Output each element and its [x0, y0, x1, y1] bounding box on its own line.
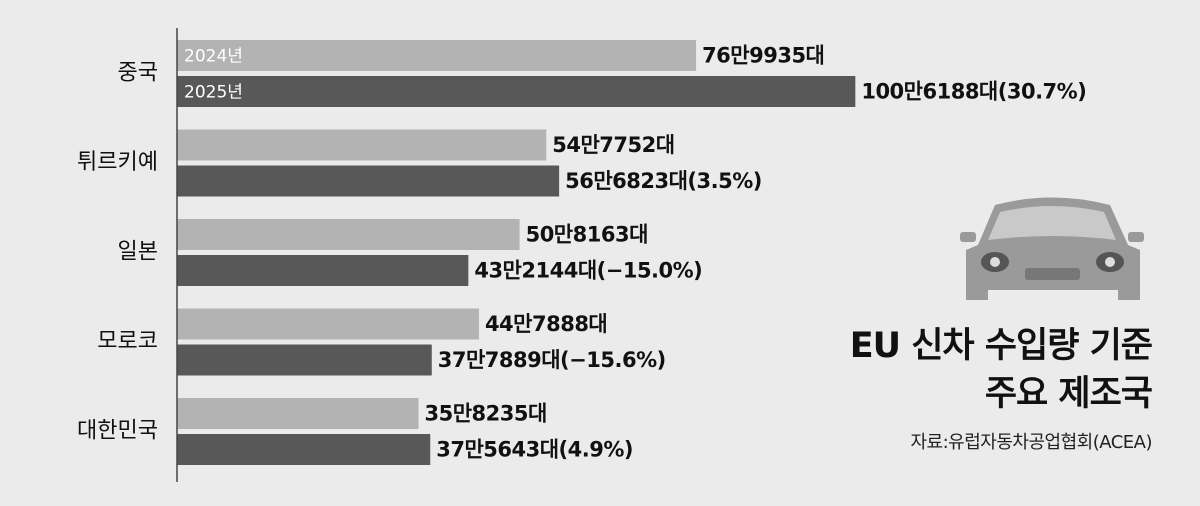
value-label: 37만7889대(−15.6%) [438, 348, 666, 372]
bar [177, 308, 479, 340]
legend-label: 2025년 [184, 83, 243, 103]
value-label: 100만6188대(30.7%) [861, 80, 1086, 104]
bar [177, 344, 432, 376]
category-label: 중국 [118, 61, 158, 86]
bar [177, 76, 856, 107]
value-label: 54만7752대 [552, 133, 674, 157]
legend-label: 2024년 [184, 47, 243, 67]
bar [177, 434, 431, 465]
category-label: 모로코 [97, 329, 158, 354]
bar [177, 40, 697, 71]
value-label: 43만2144대(−15.0%) [474, 259, 702, 283]
value-label: 35만8235대 [425, 402, 547, 426]
category-label: 대한민국 [77, 419, 158, 444]
bar [177, 165, 560, 197]
value-label: 50만8163대 [526, 223, 648, 247]
bar [177, 398, 419, 429]
value-label: 37만5643대(4.9%) [436, 438, 633, 462]
category-label: 일본 [118, 240, 158, 265]
car-icon [960, 197, 1144, 300]
value-label: 76만9935대 [702, 44, 824, 68]
value-label: 56만6823대(3.5%) [565, 169, 762, 193]
bar [177, 219, 520, 250]
category-label: 튀르키예 [77, 150, 158, 175]
value-label: 44만7888대 [485, 312, 607, 336]
chart-title: EU 신차 수입량 기준 주요 제조국 [849, 326, 1153, 414]
bar [177, 255, 469, 286]
bar [177, 129, 547, 161]
source-note: 자료:유럽자동차공업협회(ACEA) [910, 432, 1152, 453]
